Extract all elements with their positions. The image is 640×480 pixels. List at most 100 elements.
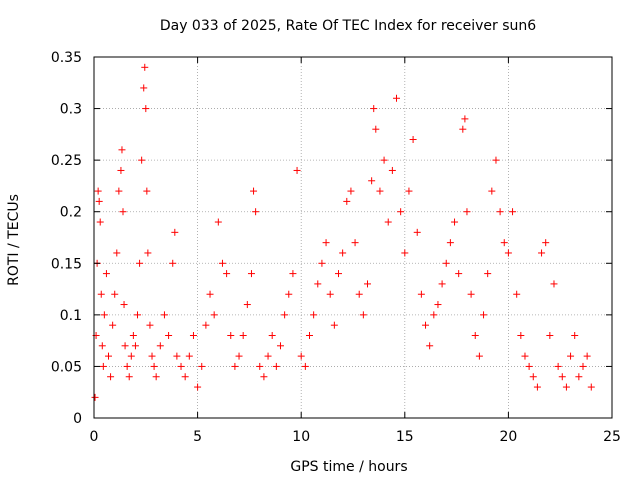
data-point bbox=[247, 270, 255, 278]
data-point bbox=[393, 94, 401, 102]
data-point bbox=[397, 208, 405, 216]
y-tick-label: 0.3 bbox=[60, 102, 82, 118]
data-point bbox=[95, 197, 103, 205]
data-point bbox=[243, 301, 251, 309]
data-point bbox=[513, 290, 521, 298]
data-point bbox=[150, 362, 158, 370]
x-tick-label: 25 bbox=[603, 429, 621, 445]
data-point bbox=[177, 362, 185, 370]
data-point bbox=[318, 259, 326, 267]
data-point bbox=[100, 311, 108, 319]
data-point bbox=[521, 352, 529, 360]
data-point bbox=[206, 290, 214, 298]
data-point bbox=[330, 321, 338, 329]
data-point bbox=[583, 352, 591, 360]
y-tick-label: 0.2 bbox=[60, 205, 82, 221]
data-point bbox=[542, 239, 550, 247]
data-point bbox=[305, 331, 313, 339]
data-points bbox=[91, 63, 595, 401]
data-point bbox=[380, 156, 388, 164]
data-point bbox=[256, 362, 264, 370]
data-point bbox=[165, 331, 173, 339]
data-point bbox=[413, 228, 421, 236]
data-point bbox=[388, 166, 396, 174]
data-point bbox=[509, 208, 517, 216]
data-point bbox=[322, 239, 330, 247]
y-tick-label: 0.35 bbox=[51, 50, 82, 66]
data-point bbox=[459, 125, 467, 133]
data-point bbox=[442, 259, 450, 267]
data-point bbox=[587, 383, 595, 391]
data-point bbox=[500, 239, 508, 247]
y-tick-label: 0.05 bbox=[51, 359, 82, 375]
data-point bbox=[533, 383, 541, 391]
data-point bbox=[496, 208, 504, 216]
data-point bbox=[314, 280, 322, 288]
data-point bbox=[105, 352, 113, 360]
data-point bbox=[579, 362, 587, 370]
data-point bbox=[227, 331, 235, 339]
data-point bbox=[131, 342, 139, 350]
data-point bbox=[272, 362, 280, 370]
data-point bbox=[301, 362, 309, 370]
data-point bbox=[480, 311, 488, 319]
data-point bbox=[117, 166, 125, 174]
y-tick-label: 0.25 bbox=[51, 153, 82, 169]
data-point bbox=[438, 280, 446, 288]
data-point bbox=[102, 270, 110, 278]
data-point bbox=[463, 208, 471, 216]
data-point bbox=[405, 187, 413, 195]
data-point bbox=[171, 228, 179, 236]
data-point bbox=[181, 373, 189, 381]
data-point bbox=[118, 146, 126, 154]
data-point bbox=[562, 383, 570, 391]
data-point bbox=[109, 321, 117, 329]
data-point bbox=[119, 208, 127, 216]
plot-frame bbox=[93, 56, 613, 419]
data-point bbox=[525, 362, 533, 370]
data-point bbox=[120, 301, 128, 309]
data-point bbox=[297, 352, 305, 360]
data-point bbox=[359, 311, 367, 319]
data-point bbox=[136, 259, 144, 267]
data-point bbox=[194, 383, 202, 391]
data-point bbox=[144, 249, 152, 257]
y-tick-label: 0 bbox=[73, 411, 82, 427]
data-point bbox=[260, 373, 268, 381]
data-point bbox=[571, 331, 579, 339]
data-point bbox=[554, 362, 562, 370]
data-point bbox=[455, 270, 463, 278]
data-point bbox=[115, 187, 123, 195]
data-point bbox=[96, 218, 104, 226]
data-point bbox=[471, 331, 479, 339]
data-point bbox=[111, 290, 119, 298]
data-point bbox=[152, 373, 160, 381]
data-point bbox=[250, 187, 258, 195]
data-point bbox=[417, 290, 425, 298]
data-point bbox=[475, 352, 483, 360]
data-point bbox=[123, 362, 131, 370]
data-point bbox=[558, 373, 566, 381]
data-point bbox=[98, 342, 106, 350]
data-point bbox=[550, 280, 558, 288]
data-point bbox=[169, 259, 177, 267]
data-point bbox=[326, 290, 334, 298]
data-point bbox=[148, 352, 156, 360]
data-point bbox=[146, 321, 154, 329]
data-point bbox=[347, 187, 355, 195]
data-point bbox=[293, 166, 301, 174]
data-point bbox=[372, 125, 380, 133]
data-point bbox=[94, 187, 102, 195]
x-tick-label: 0 bbox=[90, 429, 99, 445]
data-point bbox=[343, 197, 351, 205]
data-point bbox=[484, 270, 492, 278]
data-point bbox=[276, 342, 284, 350]
data-point bbox=[368, 177, 376, 185]
data-point bbox=[138, 156, 146, 164]
data-point bbox=[451, 218, 459, 226]
x-axis-label: GPS time / hours bbox=[290, 459, 407, 475]
data-point bbox=[142, 105, 150, 113]
data-point bbox=[198, 362, 206, 370]
data-point bbox=[125, 373, 133, 381]
